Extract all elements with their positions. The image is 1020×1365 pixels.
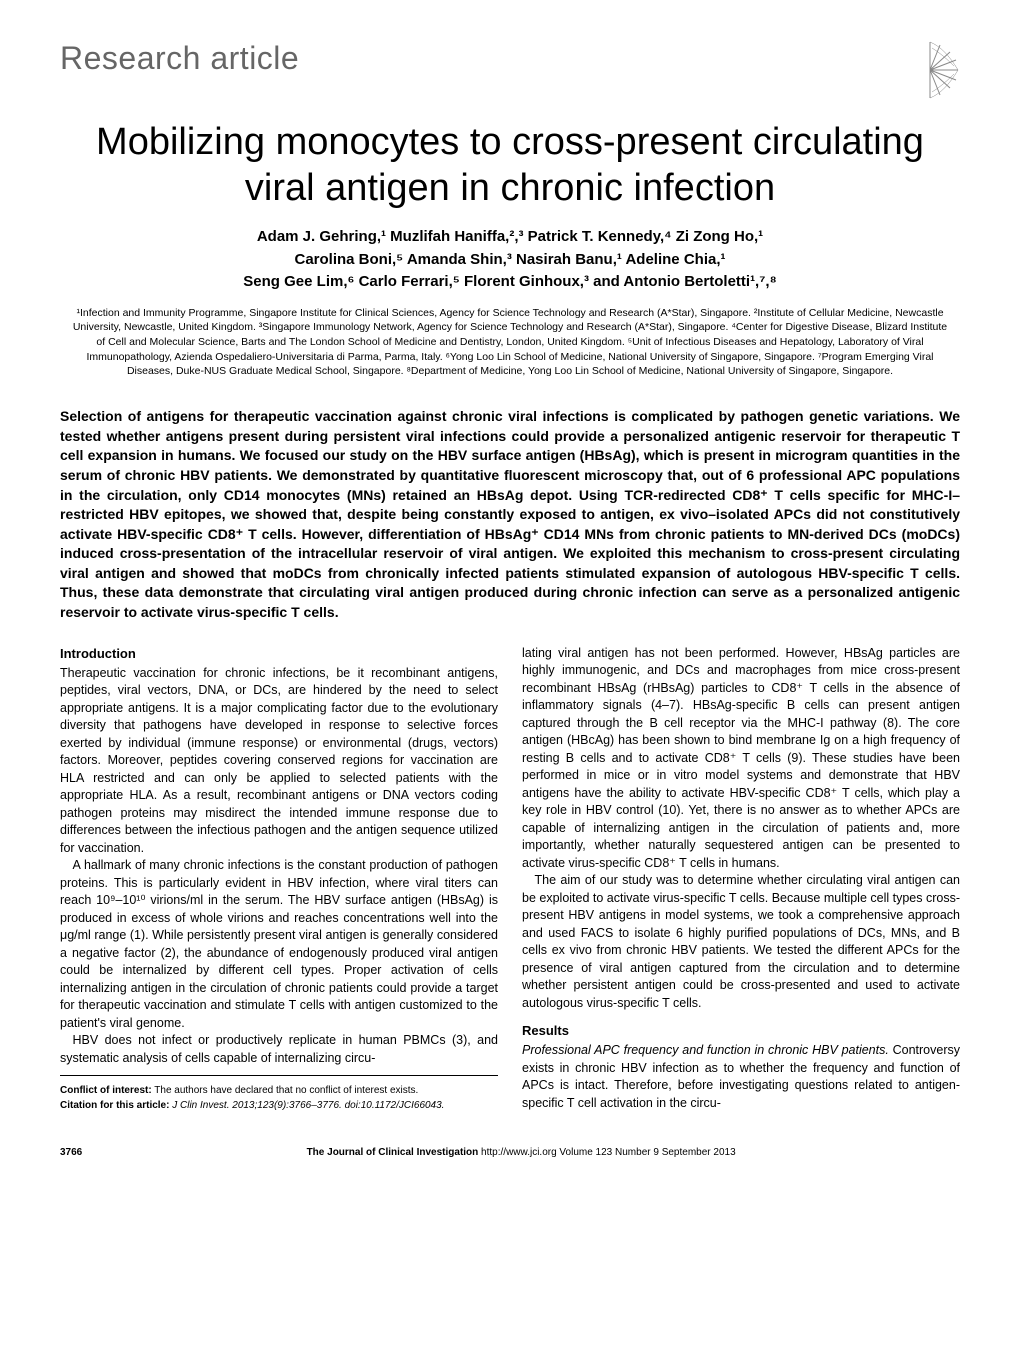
introduction-heading: Introduction (60, 645, 498, 663)
citation-statement: Citation for this article: J Clin Invest… (60, 1099, 498, 1112)
body-paragraph: lating viral antigen has not been perfor… (522, 645, 960, 873)
radial-lines-icon (900, 40, 960, 100)
citation-label: Citation for this article: (60, 1100, 169, 1111)
article-title: Mobilizing monocytes to cross-present ci… (60, 120, 960, 211)
page-footer: 3766 The Journal of Clinical Investigati… (60, 1147, 960, 1158)
body-paragraph: A hallmark of many chronic infections is… (60, 857, 498, 1032)
journal-url: http://www.jci.org (478, 1147, 559, 1158)
citation-text: J Clin Invest. 2013;123(9):3766–3776. do… (169, 1100, 444, 1111)
abstract-block: Selection of antigens for therapeutic va… (60, 407, 960, 623)
body-paragraph: HBV does not infect or productively repl… (60, 1032, 498, 1067)
page-number: 3766 (60, 1147, 82, 1158)
affiliations-block: ¹Infection and Immunity Programme, Singa… (60, 306, 960, 379)
conflict-statement: Conflict of interest: The authors have d… (60, 1084, 498, 1097)
body-paragraph: Therapeutic vaccination for chronic infe… (60, 665, 498, 858)
authors-block: Adam J. Gehring,¹ Muzlifah Haniffa,²,³ P… (60, 226, 960, 294)
footer-journal-info: The Journal of Clinical Investigation ht… (307, 1147, 736, 1158)
conflict-label: Conflict of interest: (60, 1085, 152, 1096)
right-column: lating viral antigen has not been perfor… (522, 645, 960, 1113)
left-column: Introduction Therapeutic vaccination for… (60, 645, 498, 1113)
authors-line: Seng Gee Lim,⁶ Carlo Ferrari,⁵ Florent G… (60, 271, 960, 294)
authors-line: Carolina Boni,⁵ Amanda Shin,³ Nasirah Ba… (60, 249, 960, 272)
section-label: Research article (60, 40, 299, 77)
volume-info: Volume 123 Number 9 September 2013 (559, 1147, 735, 1158)
results-subheading: Professional APC frequency and function … (522, 1043, 889, 1057)
footnote-divider (60, 1075, 498, 1076)
body-paragraph: The aim of our study was to determine wh… (522, 872, 960, 1012)
journal-logo-icon (900, 40, 960, 100)
results-heading: Results (522, 1022, 960, 1040)
body-paragraph: Professional APC frequency and function … (522, 1042, 960, 1112)
header-row: Research article (60, 40, 960, 100)
two-column-body: Introduction Therapeutic vaccination for… (60, 645, 960, 1113)
journal-name: The Journal of Clinical Investigation (307, 1147, 479, 1158)
authors-line: Adam J. Gehring,¹ Muzlifah Haniffa,²,³ P… (60, 226, 960, 249)
conflict-text: The authors have declared that no confli… (152, 1085, 419, 1096)
